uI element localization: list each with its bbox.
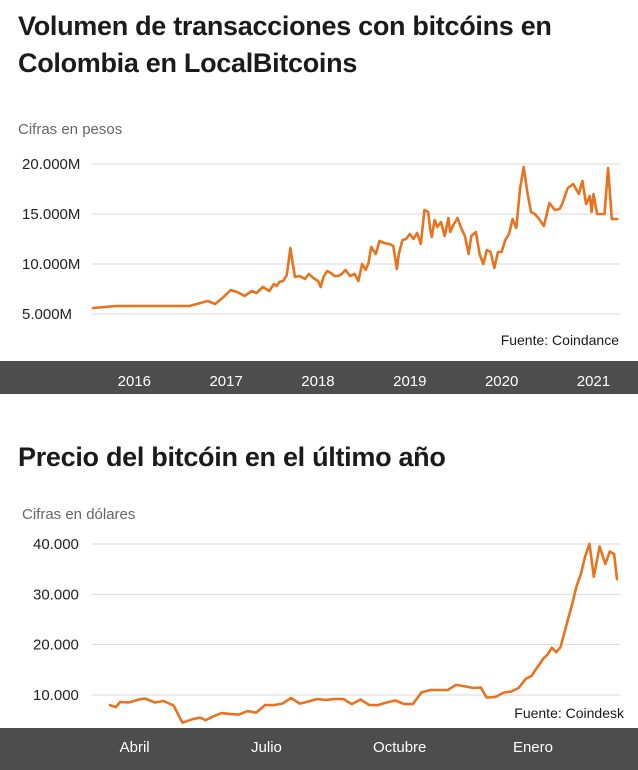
y-tick-labels: 20.000M 15.000M 10.000M 5.000M [22, 156, 80, 323]
chart-title-precio: Precio del bitcóin en el último año [18, 442, 446, 472]
y-tick-label: 20.000M [22, 156, 80, 173]
source-label: Fuente: Coindesk [514, 705, 625, 721]
x-tick-label: 2020 [485, 373, 518, 390]
y-tick-labels: 40.000 30.000 20.000 10.000 [33, 536, 79, 704]
x-tick-labels: 2016 2017 2018 2019 2020 2021 [118, 373, 611, 390]
y-tick-label: 20.000 [33, 637, 79, 654]
x-tick-label: 2021 [577, 373, 610, 390]
series-line-volumen [91, 165, 619, 310]
y-tick-label: 10.000 [33, 687, 79, 704]
y-gridlines [92, 543, 620, 696]
y-axis-unit-label: Cifras en pesos [18, 121, 122, 138]
x-axis-bar [0, 728, 638, 770]
chart-title-volumen: Volumen de transacciones con bitcóins en… [18, 11, 552, 78]
x-tick-label: Enero [513, 739, 553, 756]
x-tick-label: 2016 [118, 373, 151, 390]
y-tick-label: 30.000 [33, 586, 79, 603]
x-tick-label: 2017 [209, 373, 242, 390]
y-tick-label: 10.000M [22, 256, 80, 273]
x-tick-label: Julio [251, 739, 282, 756]
x-axis-bar [0, 361, 638, 394]
x-tick-label: 2019 [393, 373, 426, 390]
y-axis-unit-label: Cifras en dólares [22, 506, 135, 523]
y-tick-label: 15.000M [22, 206, 80, 223]
source-label: Fuente: Coindance [501, 332, 620, 348]
x-tick-labels: Abril Julio Octubre Enero [120, 739, 553, 756]
y-gridlines [92, 163, 620, 315]
y-tick-label: 5.000M [22, 306, 72, 323]
series-line-precio [108, 542, 619, 724]
x-tick-label: 2018 [301, 373, 334, 390]
volumen-chart: Cifras en pesos 20.000M 15.000M 10.000M 5.0… [0, 121, 638, 394]
y-tick-label: 40.000 [33, 536, 79, 553]
x-tick-label: Abril [120, 739, 150, 756]
x-tick-label: Octubre [373, 739, 426, 756]
